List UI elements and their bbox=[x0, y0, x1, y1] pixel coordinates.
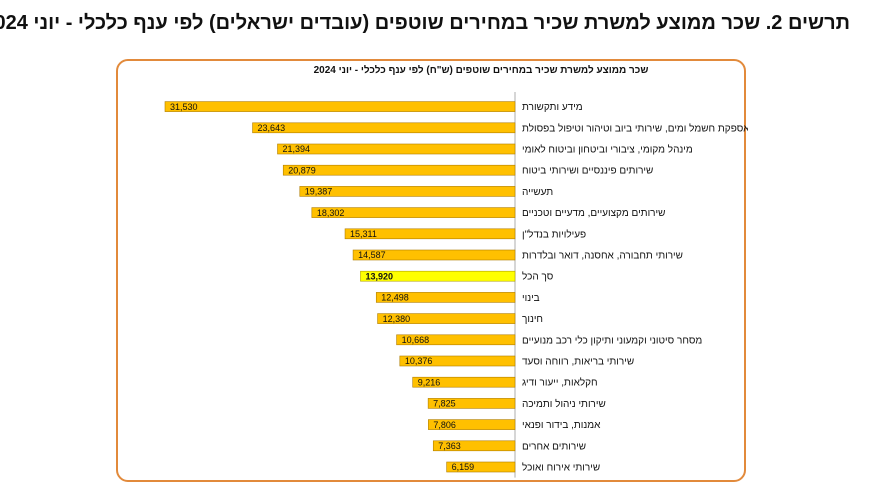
category-label: שירותים אחרים bbox=[522, 441, 586, 452]
category-label: חקלאות, ייעור ודיג bbox=[522, 377, 598, 389]
category-label: תעשייה bbox=[522, 187, 553, 198]
category-label: חינוך bbox=[522, 314, 543, 325]
data-label: 14,587 bbox=[358, 250, 386, 260]
data-label: 19,387 bbox=[305, 187, 333, 197]
bar bbox=[428, 419, 516, 430]
category-label: שירותים מקצועיים, מדעיים וטכניים bbox=[522, 208, 665, 219]
data-label: 9,216 bbox=[418, 377, 441, 387]
data-label: 12,380 bbox=[383, 314, 411, 324]
bar bbox=[432, 440, 516, 452]
bar bbox=[412, 376, 516, 388]
data-label: 13,920 bbox=[365, 271, 393, 281]
data-label: 7,825 bbox=[433, 399, 456, 409]
bar bbox=[164, 101, 516, 112]
category-label: סך הכל bbox=[522, 271, 554, 283]
data-label: 21,394 bbox=[283, 144, 311, 154]
bar bbox=[282, 164, 516, 176]
data-label: 15,311 bbox=[350, 229, 377, 239]
category-label: אספקת חשמל ומים, שירותי ביוב וטיהור וטיפ… bbox=[522, 122, 748, 134]
bar bbox=[396, 334, 516, 346]
chart-title: שכר ממוצע למשרת שכיר במחירים שוטפים (ש"ח… bbox=[313, 65, 649, 76]
bar bbox=[352, 249, 516, 261]
bar bbox=[427, 398, 516, 409]
bar-chart: 31,530 מידע ותקשורת 23,643 אספקת חשמל ומים,… bbox=[164, 92, 748, 478]
data-label: 23,643 bbox=[258, 123, 286, 133]
category-label: שירותי ניהול ותמיכה bbox=[522, 398, 606, 410]
bar bbox=[299, 186, 516, 197]
category-label: מינהל מקומי, ציבורי וביטחון וביטוח לאומי bbox=[522, 144, 693, 156]
category-label: אמנות, בידור ופנאי bbox=[522, 420, 601, 431]
category-label: שירותי תחבורה, אחסנה, דואר ובלדרות bbox=[522, 250, 683, 262]
data-label: 20,879 bbox=[288, 165, 316, 175]
data-label: 31,530 bbox=[170, 102, 198, 112]
data-label: 10,376 bbox=[405, 356, 433, 366]
data-label: 7,363 bbox=[438, 441, 461, 451]
category-label: בינוי bbox=[522, 293, 540, 304]
bar-total bbox=[360, 270, 516, 282]
bar bbox=[375, 292, 516, 303]
bar bbox=[399, 355, 516, 367]
data-label: 7,806 bbox=[433, 420, 456, 430]
chart-frame: שכר ממוצע למשרת שכיר במחירים שוטפים (ש"ח… bbox=[116, 59, 748, 482]
data-label: 18,302 bbox=[317, 208, 345, 218]
bar bbox=[252, 122, 516, 134]
category-label: מסחר סיטוני וקמעוני ותיקון כלי רכב מנועי… bbox=[522, 334, 702, 346]
category-label: פעילויות בנדל"ן bbox=[522, 228, 586, 240]
data-label: 10,668 bbox=[402, 335, 430, 345]
bar bbox=[377, 313, 516, 324]
bar bbox=[344, 228, 516, 240]
bar bbox=[277, 143, 516, 155]
page-title: תרשים 2. שכר ממוצע למשרת שכיר במחירים שו… bbox=[0, 12, 850, 34]
category-label: שירותים פיננסיים ושירותי ביטוח bbox=[522, 166, 653, 177]
data-label: 12,498 bbox=[381, 293, 409, 303]
category-label: שירותי אירוח ואוכל bbox=[522, 462, 600, 474]
bar bbox=[311, 207, 516, 218]
bar bbox=[446, 461, 516, 473]
category-label: מידע ותקשורת bbox=[522, 102, 583, 113]
category-label: שירותי בריאות, רווחה וסעד bbox=[522, 357, 634, 368]
data-label: 6,159 bbox=[452, 462, 475, 472]
